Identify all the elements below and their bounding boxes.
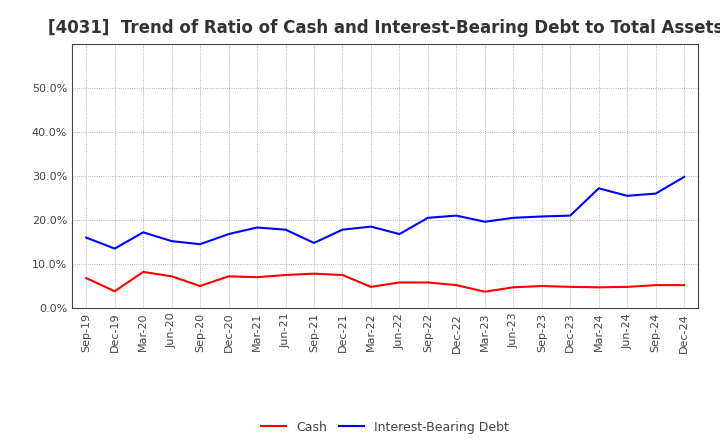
Cash: [282, 272, 290, 278]
Interest-Bearing Debt: [82, 235, 91, 240]
Interest-Bearing Debt: [480, 219, 489, 224]
Interest-Bearing Debt: [282, 227, 290, 232]
Cash: [537, 283, 546, 289]
Interest-Bearing Debt: [310, 240, 318, 246]
Cash: [139, 269, 148, 275]
Interest-Bearing Debt: [595, 186, 603, 191]
Interest-Bearing Debt: [110, 246, 119, 251]
Interest-Bearing Debt: [537, 214, 546, 219]
Interest-Bearing Debt: [338, 227, 347, 232]
Interest-Bearing Debt: [253, 225, 261, 230]
Cash: [196, 283, 204, 289]
Title: [4031]  Trend of Ratio of Cash and Interest-Bearing Debt to Total Assets: [4031] Trend of Ratio of Cash and Intere…: [48, 19, 720, 37]
Cash: [395, 280, 404, 285]
Cash: [566, 284, 575, 290]
Interest-Bearing Debt: [139, 230, 148, 235]
Interest-Bearing Debt: [167, 238, 176, 244]
Cash: [652, 282, 660, 288]
Interest-Bearing Debt: [423, 215, 432, 220]
Interest-Bearing Debt: [366, 224, 375, 229]
Cash: [253, 275, 261, 280]
Cash: [480, 289, 489, 294]
Cash: [680, 282, 688, 288]
Cash: [110, 289, 119, 294]
Cash: [82, 275, 91, 281]
Interest-Bearing Debt: [225, 231, 233, 237]
Interest-Bearing Debt: [680, 174, 688, 180]
Legend: Cash, Interest-Bearing Debt: Cash, Interest-Bearing Debt: [256, 416, 514, 439]
Cash: [423, 280, 432, 285]
Cash: [595, 285, 603, 290]
Interest-Bearing Debt: [452, 213, 461, 218]
Cash: [623, 284, 631, 290]
Cash: [310, 271, 318, 276]
Cash: [452, 282, 461, 288]
Interest-Bearing Debt: [509, 215, 518, 220]
Cash: [366, 284, 375, 290]
Interest-Bearing Debt: [196, 242, 204, 247]
Interest-Bearing Debt: [623, 193, 631, 198]
Cash: [225, 274, 233, 279]
Line: Cash: Cash: [86, 272, 684, 292]
Cash: [167, 274, 176, 279]
Line: Interest-Bearing Debt: Interest-Bearing Debt: [86, 177, 684, 249]
Interest-Bearing Debt: [652, 191, 660, 196]
Cash: [509, 285, 518, 290]
Cash: [338, 272, 347, 278]
Interest-Bearing Debt: [395, 231, 404, 237]
Interest-Bearing Debt: [566, 213, 575, 218]
